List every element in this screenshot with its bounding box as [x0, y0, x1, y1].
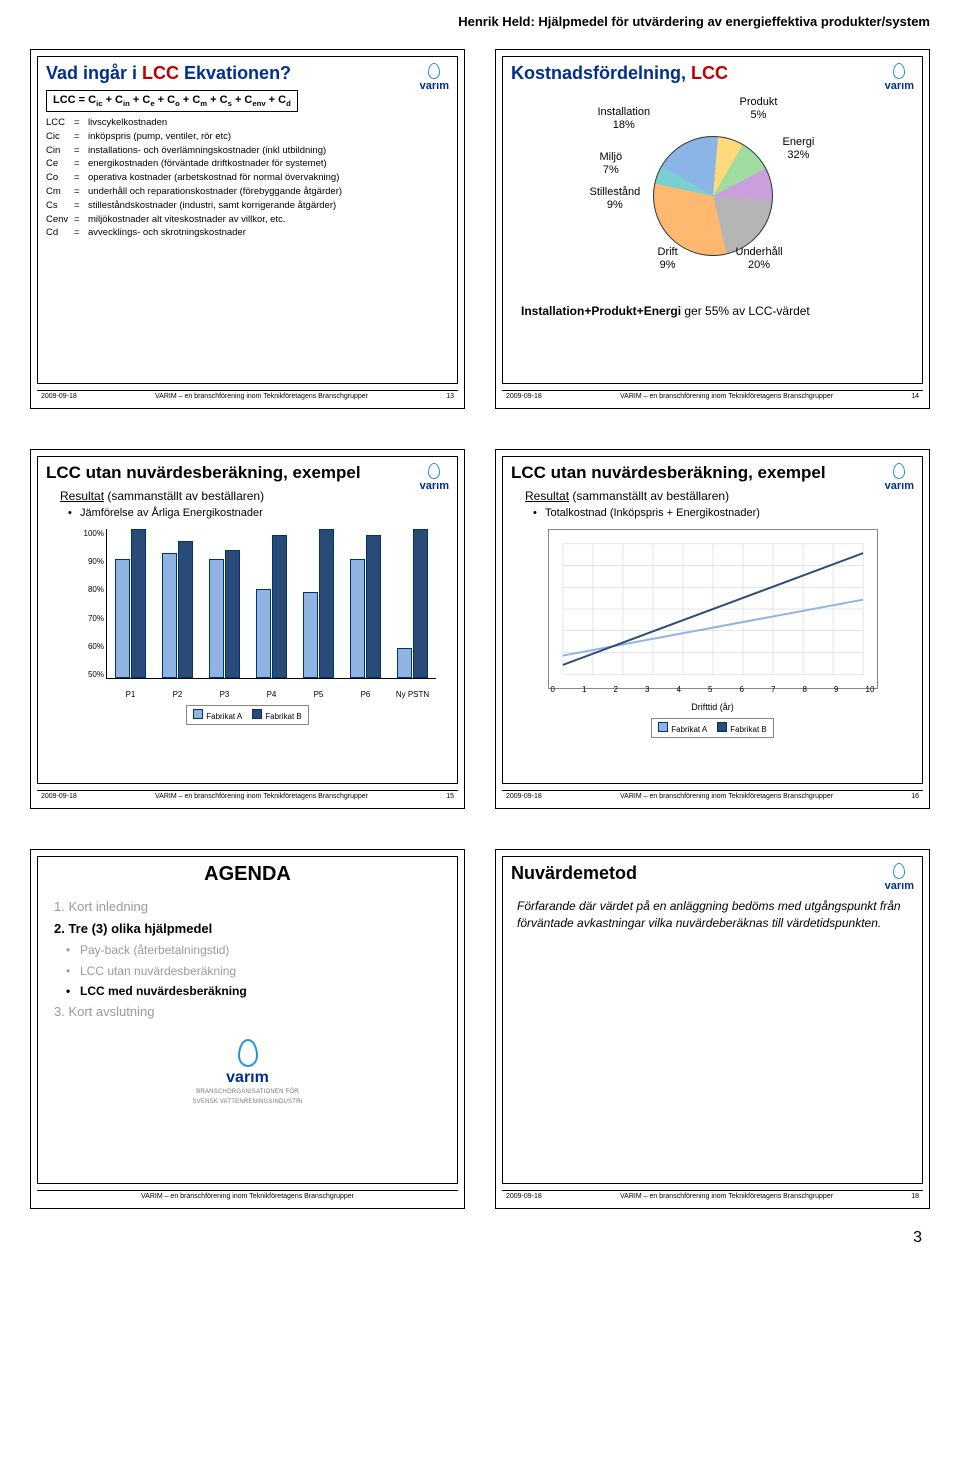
- footer-date: 2009-09-18: [506, 793, 542, 800]
- pie-label: Miljö7%: [600, 151, 623, 177]
- legend: Fabrikat A Fabrikat B: [651, 718, 773, 738]
- pie-note-rest: ger 55% av LCC-värdet: [681, 304, 810, 318]
- logo-sub1: BRANSCHORGANISATIONEN FÖR: [46, 1089, 449, 1096]
- agenda-item: 3. Kort avslutning: [54, 1001, 449, 1023]
- logo: varım: [885, 463, 914, 492]
- slide-title: Vad ingår i LCC Ekvationen?: [46, 63, 449, 84]
- slide-16: varım LCC utan nuvärdesberäkning, exempe…: [495, 449, 930, 809]
- footer-date: 2009-09-18: [506, 393, 542, 400]
- line-chart: [548, 529, 878, 689]
- logo: varım: [885, 863, 914, 892]
- pie-chart: Installation18%Miljö7%Stillestånd9%Drift…: [598, 96, 828, 296]
- agenda-list: 1. Kort inledning2. Tre (3) olika hjälpm…: [54, 896, 449, 1023]
- agenda-item: LCC med nuvärdesberäkning: [80, 981, 449, 1001]
- slide-title: LCC utan nuvärdesberäkning, exempel: [46, 463, 449, 483]
- logo-sub2: SVENSK VATTENRENINGSINDUSTRI: [46, 1099, 449, 1106]
- agenda-item: 1. Kort inledning: [54, 896, 449, 918]
- slide-number: 13: [446, 393, 454, 400]
- page-header: Henrik Held: Hjälpmedel för utvärdering …: [0, 0, 960, 39]
- slide-footer: 2009-09-18 VARIM – en branschförening in…: [502, 790, 923, 802]
- logo-text: varım: [46, 1069, 449, 1087]
- pie-label: Underhåll20%: [736, 246, 783, 272]
- bullet: Totalkostnad (Inköpspris + Energikostnad…: [545, 507, 914, 519]
- subtitle: Resultat (sammanställt av beställaren): [60, 489, 449, 503]
- slide-title: LCC utan nuvärdesberäkning, exempel: [511, 463, 914, 483]
- equation-box: LCC = Cic + Cin + Ce + Co + Cm + Cs + Ce…: [46, 90, 298, 112]
- subtitle: Resultat (sammanställt av beställaren): [525, 489, 914, 503]
- logo: varım: [420, 63, 449, 92]
- title-after: Ekvationen?: [179, 63, 291, 83]
- footer-mid: VARIM – en branschförening inom Teknikfö…: [77, 793, 446, 800]
- slide-footer: 2009-09-18 VARIM – en branschförening in…: [502, 1190, 923, 1202]
- subtitle-after: (sammanställt av beställaren): [569, 489, 729, 503]
- pie-note-bold: Installation+Produkt+Energi: [521, 304, 681, 318]
- slide-footer: VARIM – en branschförening inom Teknikfö…: [37, 1190, 458, 1202]
- slide-14: varım Kostnadsfördelning, LCC Installati…: [495, 49, 930, 409]
- slide-number: 15: [446, 793, 454, 800]
- x-axis-title: Drifttid (år): [511, 702, 914, 712]
- page-number: 3: [0, 1219, 960, 1271]
- pie-note: Installation+Produkt+Energi ger 55% av L…: [511, 304, 914, 318]
- footer-mid: VARIM – en branschförening inom Teknikfö…: [77, 393, 446, 400]
- slide-number: 18: [911, 1193, 919, 1200]
- footer-date: 2009-09-18: [506, 1193, 542, 1200]
- body-text: Förfarande där värdet på en anläggning b…: [511, 890, 914, 932]
- slide-title: AGENDA: [46, 863, 449, 886]
- slide-17: AGENDA 1. Kort inledning2. Tre (3) olika…: [30, 849, 465, 1209]
- slide-number: 14: [911, 393, 919, 400]
- title-accent: LCC: [691, 63, 728, 83]
- slides-grid: varım Vad ingår i LCC Ekvationen? LCC = …: [0, 39, 960, 1219]
- pie-label: Produkt5%: [740, 96, 778, 122]
- slide-title: Kostnadsfördelning, LCC: [511, 63, 914, 84]
- definition-list: LCC=livscykelkostnadenCic=inköpspris (pu…: [46, 116, 449, 240]
- legend-a: Fabrikat A: [671, 725, 707, 734]
- agenda-item: Pay-back (återbetalningstid): [80, 940, 449, 960]
- footer-mid: VARIM – en branschförening inom Teknikfö…: [542, 1193, 911, 1200]
- footer-date: 2009-09-18: [41, 393, 77, 400]
- footer-mid: VARIM – en branschförening inom Teknikfö…: [41, 1193, 454, 1200]
- legend-b: Fabrikat B: [265, 712, 301, 721]
- agenda-item: 2. Tre (3) olika hjälpmedel: [54, 918, 449, 940]
- pie-label: Energi32%: [783, 136, 815, 162]
- pie-label: Installation18%: [598, 106, 651, 132]
- footer-date: 2009-09-18: [41, 793, 77, 800]
- slide-13: varım Vad ingår i LCC Ekvationen? LCC = …: [30, 49, 465, 409]
- legend-b: Fabrikat B: [730, 725, 766, 734]
- bullet: Jämförelse av Årliga Energikostnader: [80, 507, 449, 519]
- title-plain: Kostnadsfördelning,: [511, 63, 691, 83]
- title-accent: LCC: [142, 63, 179, 83]
- subtitle-underline: Resultat: [60, 489, 104, 503]
- slide-title: Nuvärdemetod: [511, 863, 914, 884]
- logo: varım: [420, 463, 449, 492]
- pie-label: Stillestånd9%: [590, 186, 641, 212]
- subtitle-after: (sammanställt av beställaren): [104, 489, 264, 503]
- slide-footer: 2009-09-18 VARIM – en branschförening in…: [37, 390, 458, 402]
- slide-18: varım Nuvärdemetod Förfarande där värdet…: [495, 849, 930, 1209]
- agenda-item: LCC utan nuvärdesberäkning: [80, 961, 449, 981]
- slide-footer: 2009-09-18 VARIM – en branschförening in…: [502, 390, 923, 402]
- slide-footer: 2009-09-18 VARIM – en branschförening in…: [37, 790, 458, 802]
- footer-mid: VARIM – en branschförening inom Teknikfö…: [542, 393, 911, 400]
- title-plain: Vad ingår i: [46, 63, 142, 83]
- subtitle-underline: Resultat: [525, 489, 569, 503]
- bar-chart: 50%60%70%80%90%100% P1P2P3P4P5P6Ny PSTN: [76, 529, 436, 699]
- big-logo: varım BRANSCHORGANISATIONEN FÖR SVENSK V…: [46, 1039, 449, 1105]
- pie-label: Drift9%: [658, 246, 678, 272]
- slide-number: 16: [911, 793, 919, 800]
- slide-15: varım LCC utan nuvärdesberäkning, exempe…: [30, 449, 465, 809]
- legend: Fabrikat A Fabrikat B: [186, 705, 308, 725]
- logo: varım: [885, 63, 914, 92]
- footer-mid: VARIM – en branschförening inom Teknikfö…: [542, 793, 911, 800]
- legend-a: Fabrikat A: [206, 712, 242, 721]
